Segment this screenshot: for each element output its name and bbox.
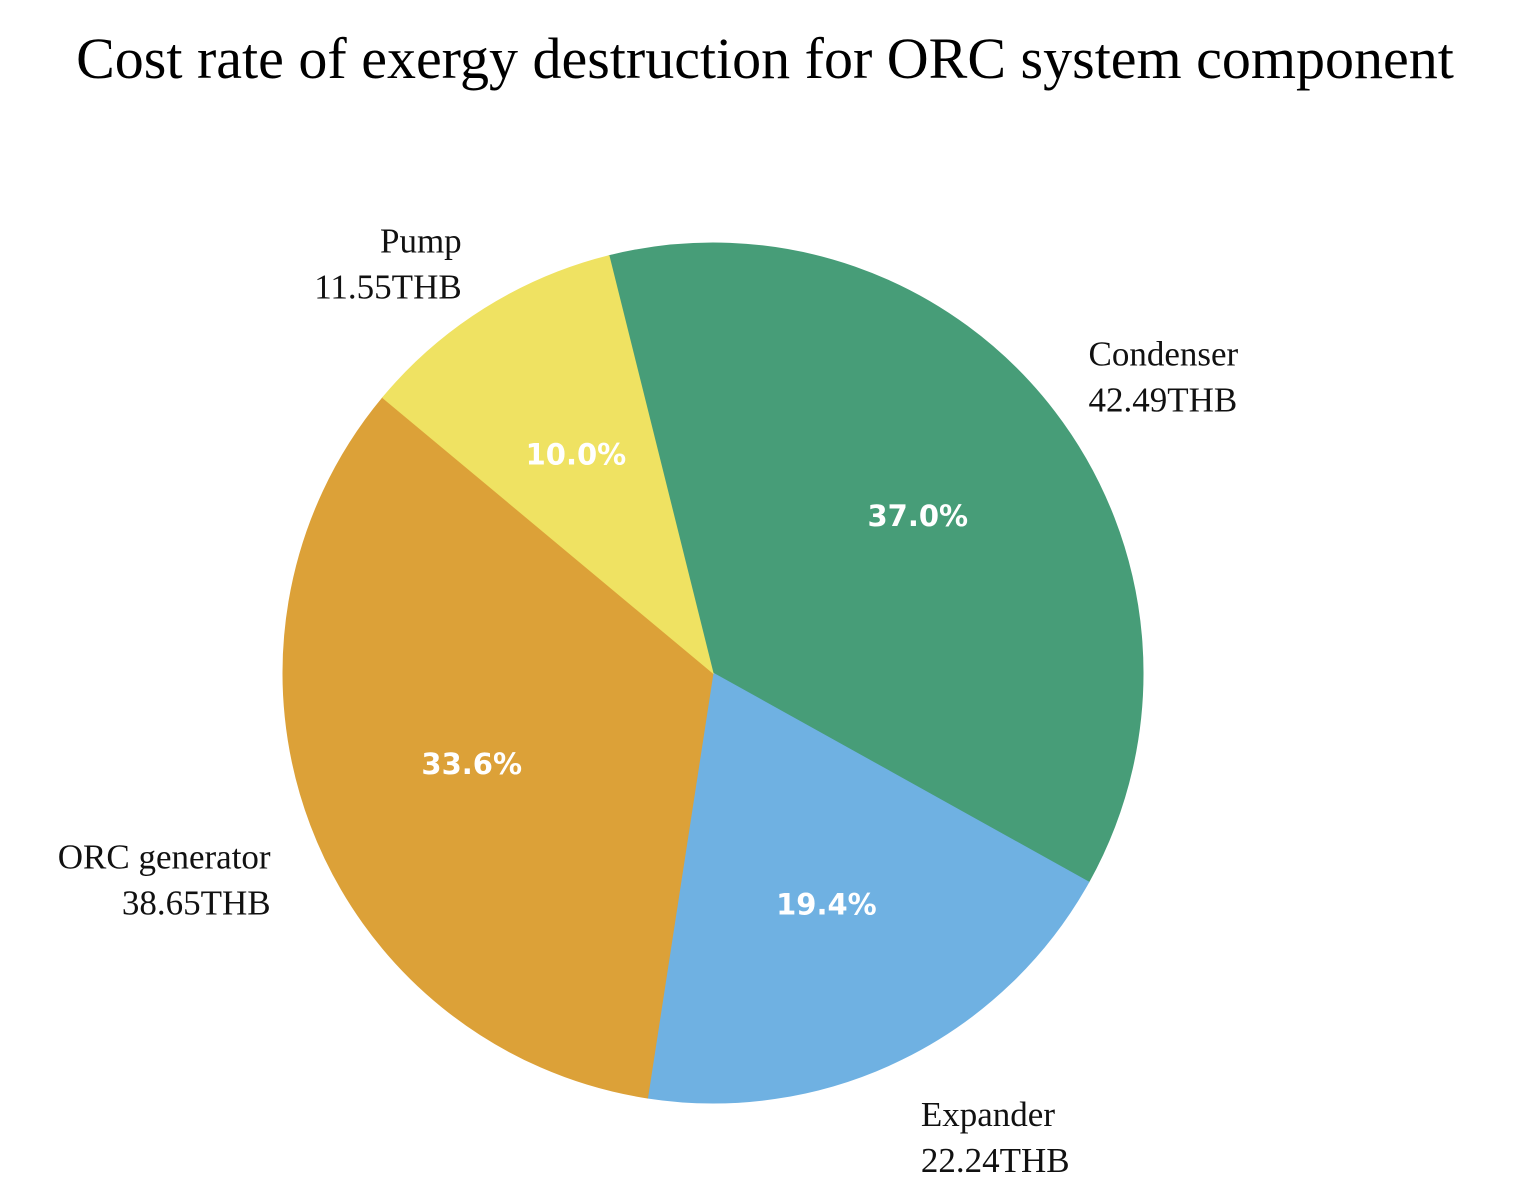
pie-slice-expander	[646, 672, 1090, 1104]
pie-value-label-condenser: 42.49THB	[1089, 380, 1238, 419]
pie-name-label-pump: Pump	[380, 221, 462, 260]
pie-slice-pump	[382, 255, 714, 675]
pie-name-label-orc-generator: ORC generator	[58, 837, 271, 876]
chart-title: Cost rate of exergy destruction for ORC …	[76, 26, 1454, 91]
pie-name-label-condenser: Condenser	[1089, 334, 1239, 373]
pie-percent-label-orc-generator: 33.6%	[421, 747, 522, 781]
pie-value-label-expander: 22.24THB	[921, 1141, 1070, 1180]
pie-name-label-expander: Expander	[921, 1095, 1055, 1134]
pie-percent-label-condenser: 37.0%	[867, 499, 968, 533]
pie-percent-label-pump: 10.0%	[526, 437, 627, 471]
pie-value-label-orc-generator: 38.65THB	[122, 883, 271, 922]
pie-slices	[282, 242, 1144, 1104]
pie-value-label-pump: 11.55THB	[314, 267, 461, 306]
pie-percent-label-expander: 19.4%	[776, 888, 877, 922]
pie-slice-orc-generator	[282, 396, 714, 1099]
pie-labels: 37.0% Condenser 42.49THB 19.4% Expander 22.24…	[58, 221, 1239, 1180]
pie-slice-condenser	[608, 242, 1144, 883]
